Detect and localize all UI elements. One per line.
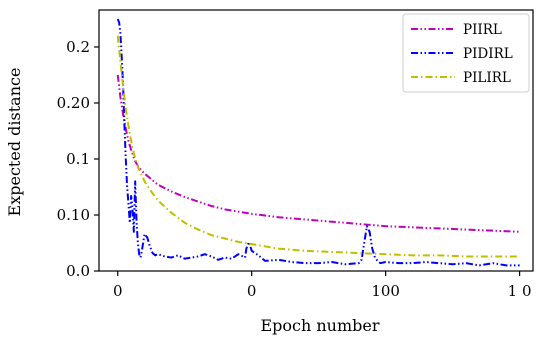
series-line-pilirl (116, 35, 520, 258)
y-axis-label: Expected distance (5, 68, 24, 217)
y-tick-label: 0.20 (57, 94, 90, 112)
legend-label-pidirl: PIDIRL (463, 46, 513, 62)
x-tick-label: 1 0 (508, 282, 532, 300)
x-axis-label: Epoch number (260, 316, 379, 335)
series-line-pidirl (116, 18, 520, 267)
x-tick-label: 0 (247, 282, 257, 300)
y-tick-label: 0.2 (66, 38, 90, 56)
plot-frame (98, 9, 534, 272)
axes: 0 0 100 1 0 0.0 0.10 0.1 0.20 0.2 (57, 9, 534, 300)
legend: PIIRL PIDIRL PILIRL (402, 13, 530, 93)
series-line-piirl (116, 74, 520, 233)
y-tick-label: 0.1 (66, 150, 90, 168)
y-tick-label: 0.10 (57, 206, 90, 224)
x-tick-label: 0 (113, 282, 123, 300)
y-tick-label: 0.0 (66, 262, 90, 280)
legend-label-pilirl: PILIRL (463, 70, 511, 86)
legend-label-piirl: PIIRL (463, 22, 502, 38)
x-tick-label: 100 (371, 282, 400, 300)
plot-series (116, 18, 520, 267)
legend-box (402, 13, 530, 93)
